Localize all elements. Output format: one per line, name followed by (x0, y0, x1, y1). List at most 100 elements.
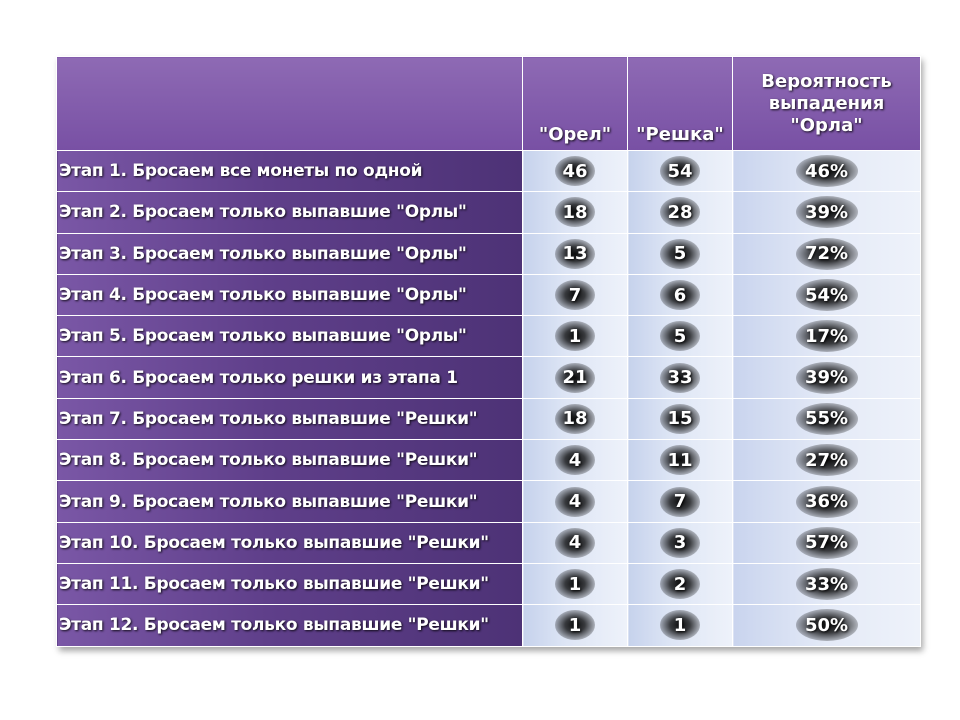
stage-cell: Этап 2. Бросаем только выпавшие "Орлы" (56, 191, 523, 234)
tails-cell: 3 (627, 521, 733, 564)
heads-cell-value: 7 (568, 284, 582, 306)
header-probability-line-1: Вероятность (761, 70, 892, 92)
probability-cell-value: 36% (804, 491, 849, 513)
tails-cell: 2 (627, 562, 733, 606)
heads-cell-value: 46 (562, 160, 588, 182)
probability-cell: 54% (732, 273, 921, 317)
stage-cell: Этап 11. Бросаем только выпавшие "Решки" (56, 562, 523, 606)
heads-cell: 46 (522, 149, 628, 193)
heads-cell-value: 1 (568, 614, 582, 636)
stage-cell: Этап 12. Бросаем только выпавшие "Решки" (56, 604, 523, 647)
probability-cell: 33% (732, 562, 921, 606)
heads-cell: 18 (522, 191, 628, 234)
probability-cell: 39% (732, 356, 921, 399)
tails-cell-value: 33 (667, 367, 693, 389)
probability-cell: 55% (732, 397, 921, 441)
probability-cell-value: 46% (804, 160, 849, 182)
heads-cell-value: 18 (562, 408, 588, 430)
table-row: Этап 6. Бросаем только решки из этапа 1 2… (56, 356, 921, 399)
tails-cell-value: 15 (667, 408, 693, 430)
probability-cell-value: 27% (804, 449, 849, 471)
tails-cell-value: 7 (673, 491, 687, 513)
tails-cell: 5 (627, 232, 733, 275)
heads-cell: 18 (522, 397, 628, 441)
table-row: Этап 2. Бросаем только выпавшие "Орлы" 18… (56, 191, 921, 234)
tails-cell-value: 28 (667, 201, 693, 223)
header-stage (56, 56, 523, 151)
table-row: Этап 5. Бросаем только выпавшие "Орлы" 1 5… (56, 315, 921, 358)
table-row: Этап 12. Бросаем только выпавшие "Решки"… (56, 604, 921, 647)
probability-cell-value: 50% (804, 614, 849, 636)
heads-cell-value: 4 (568, 532, 582, 554)
table-row: Этап 4. Бросаем только выпавшие "Орлы" 7 6… (56, 273, 921, 317)
table-row: Этап 7. Бросаем только выпавшие "Решки" 1… (56, 397, 921, 441)
tails-cell-value: 6 (673, 284, 687, 306)
stage-cell: Этап 8. Бросаем только выпавшие "Решки" (56, 439, 523, 482)
heads-cell-value: 1 (568, 573, 582, 595)
probability-cell-value: 17% (804, 325, 849, 347)
table-row: Этап 3. Бросаем только выпавшие "Орлы" 13… (56, 232, 921, 275)
stage-cell: Этап 1. Бросаем все монеты по одной (56, 149, 523, 193)
stage-cell: Этап 3. Бросаем только выпавшие "Орлы" (56, 232, 523, 275)
stage-cell: Этап 4. Бросаем только выпавшие "Орлы" (56, 273, 523, 317)
table-row: Этап 1. Бросаем все монеты по одной 46 54 4… (56, 149, 921, 193)
stage-cell: Этап 10. Бросаем только выпавшие "Решки" (56, 521, 523, 564)
probability-cell-value: 55% (804, 408, 849, 430)
tails-cell-value: 1 (673, 614, 687, 636)
tails-cell: 15 (627, 397, 733, 441)
probability-cell: 39% (732, 191, 921, 234)
probability-cell-value: 33% (804, 573, 849, 595)
tails-cell-value: 3 (673, 532, 687, 554)
stage-cell: Этап 5. Бросаем только выпавшие "Орлы" (56, 315, 523, 358)
tails-cell-value: 5 (673, 243, 687, 265)
header-row: "Орел" "Решка" Вероятность выпадения "Ор… (56, 56, 921, 151)
stage-cell: Этап 6. Бросаем только решки из этапа 1 (56, 356, 523, 399)
tails-cell-value: 54 (667, 160, 693, 182)
heads-cell-value: 4 (568, 449, 582, 471)
header-probability-line-3: "Орла" (790, 114, 863, 136)
heads-cell: 4 (522, 439, 628, 482)
probability-cell: 27% (732, 439, 921, 482)
header-heads: "Орел" (522, 56, 628, 151)
stage-cell: Этап 7. Бросаем только выпавшие "Решки" (56, 397, 523, 441)
probability-cell-value: 39% (804, 201, 849, 223)
heads-cell: 4 (522, 521, 628, 564)
tails-cell: 28 (627, 191, 733, 234)
table-row: Этап 11. Бросаем только выпавшие "Решки"… (56, 562, 921, 606)
probability-cell-value: 54% (804, 284, 849, 306)
coin-toss-table-container: "Орел" "Решка" Вероятность выпадения "Ор… (56, 56, 921, 647)
stage-cell: Этап 9. Бросаем только выпавшие "Решки" (56, 480, 523, 523)
tails-cell: 33 (627, 356, 733, 399)
probability-cell: 72% (732, 232, 921, 275)
heads-cell: 1 (522, 604, 628, 647)
probability-cell: 46% (732, 149, 921, 193)
header-probability-line-2: выпадения (768, 92, 885, 114)
probability-cell: 36% (732, 480, 921, 523)
table-header: "Орел" "Решка" Вероятность выпадения "Ор… (56, 56, 921, 151)
tails-cell: 1 (627, 604, 733, 647)
tails-cell: 5 (627, 315, 733, 358)
tails-cell: 7 (627, 480, 733, 523)
header-probability: Вероятность выпадения "Орла" (732, 56, 921, 151)
heads-cell: 7 (522, 273, 628, 317)
probability-cell-value: 39% (804, 367, 849, 389)
coin-toss-table: "Орел" "Решка" Вероятность выпадения "Ор… (56, 56, 921, 647)
heads-cell: 13 (522, 232, 628, 275)
probability-cell-value: 57% (804, 532, 849, 554)
heads-cell-value: 4 (568, 491, 582, 513)
table-row: Этап 8. Бросаем только выпавшие "Решки" 4… (56, 439, 921, 482)
tails-cell-value: 11 (667, 449, 693, 471)
table-row: Этап 9. Бросаем только выпавшие "Решки" 4… (56, 480, 921, 523)
probability-cell: 57% (732, 521, 921, 564)
tails-cell: 11 (627, 439, 733, 482)
heads-cell-value: 21 (562, 367, 588, 389)
heads-cell-value: 1 (568, 325, 582, 347)
heads-cell: 1 (522, 562, 628, 606)
table-body: Этап 1. Бросаем все монеты по одной 46 54 4… (56, 149, 921, 647)
tails-cell-value: 2 (673, 573, 687, 595)
heads-cell: 4 (522, 480, 628, 523)
tails-cell: 54 (627, 149, 733, 193)
probability-cell: 50% (732, 604, 921, 647)
probability-cell: 17% (732, 315, 921, 358)
heads-cell: 21 (522, 356, 628, 399)
